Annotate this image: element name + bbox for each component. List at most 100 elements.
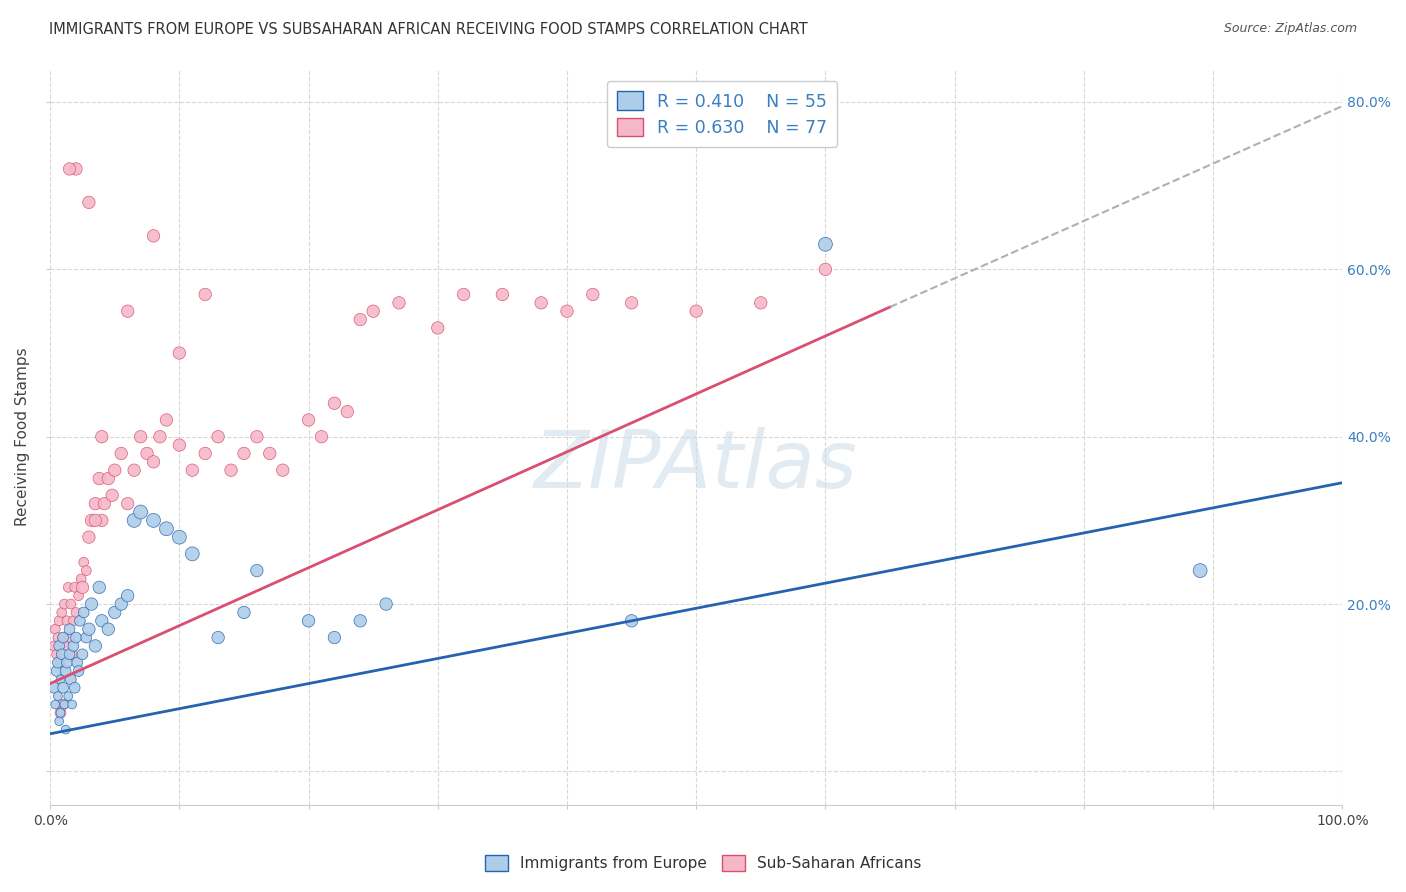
Point	[53, 597, 76, 611]
Y-axis label: Receiving Food Stamps: Receiving Food Stamps	[15, 347, 30, 526]
Point	[60, 698, 83, 712]
Point	[55, 664, 77, 678]
Point	[194, 446, 217, 460]
Point	[70, 572, 93, 586]
Point	[52, 631, 75, 645]
Point	[59, 673, 82, 687]
Point	[66, 656, 89, 670]
Point	[375, 597, 398, 611]
Point	[51, 648, 73, 662]
Point	[58, 689, 80, 703]
Point	[67, 589, 90, 603]
Point	[155, 522, 177, 536]
Point	[142, 513, 165, 527]
Point	[104, 463, 127, 477]
Point	[51, 606, 73, 620]
Point	[97, 622, 120, 636]
Point	[1189, 564, 1212, 578]
Point	[73, 555, 96, 569]
Point	[104, 606, 127, 620]
Point	[45, 648, 67, 662]
Point	[59, 597, 82, 611]
Point	[349, 312, 371, 326]
Point	[58, 631, 80, 645]
Point	[155, 413, 177, 427]
Point	[48, 639, 70, 653]
Text: ZIPAtlas: ZIPAtlas	[534, 427, 858, 505]
Point	[685, 304, 707, 318]
Point	[65, 606, 87, 620]
Point	[44, 698, 66, 712]
Point	[46, 631, 69, 645]
Point	[361, 304, 384, 318]
Point	[388, 295, 411, 310]
Point	[89, 471, 111, 485]
Point	[56, 656, 79, 670]
Legend: R = 0.410    N = 55, R = 0.630    N = 77: R = 0.410 N = 55, R = 0.630 N = 77	[606, 81, 838, 147]
Point	[207, 631, 229, 645]
Point	[75, 631, 97, 645]
Point	[80, 513, 103, 527]
Point	[122, 513, 145, 527]
Point	[181, 547, 204, 561]
Point	[297, 614, 319, 628]
Point	[63, 580, 86, 594]
Point	[582, 287, 605, 301]
Point	[117, 497, 139, 511]
Point	[336, 404, 359, 418]
Point	[246, 564, 269, 578]
Point	[181, 463, 204, 477]
Point	[233, 606, 256, 620]
Point	[84, 639, 107, 653]
Point	[63, 681, 86, 695]
Point	[297, 413, 319, 427]
Point	[55, 639, 77, 653]
Point	[77, 530, 100, 544]
Point	[169, 346, 191, 360]
Point	[194, 287, 217, 301]
Point	[207, 430, 229, 444]
Point	[67, 664, 90, 678]
Point	[77, 622, 100, 636]
Point	[45, 664, 67, 678]
Point	[58, 648, 80, 662]
Point	[73, 606, 96, 620]
Point	[530, 295, 553, 310]
Point	[48, 714, 70, 729]
Point	[453, 287, 475, 301]
Point	[65, 631, 87, 645]
Point	[44, 622, 66, 636]
Point	[75, 564, 97, 578]
Point	[491, 287, 513, 301]
Point	[110, 597, 132, 611]
Point	[52, 681, 75, 695]
Point	[129, 430, 152, 444]
Point	[56, 614, 79, 628]
Point	[90, 614, 112, 628]
Legend: Immigrants from Europe, Sub-Saharan Africans: Immigrants from Europe, Sub-Saharan Afri…	[478, 849, 928, 877]
Point	[42, 681, 65, 695]
Point	[69, 614, 91, 628]
Point	[49, 706, 72, 720]
Point	[90, 430, 112, 444]
Point	[426, 321, 449, 335]
Point	[65, 161, 87, 176]
Point	[620, 295, 643, 310]
Point	[142, 455, 165, 469]
Point	[49, 706, 72, 720]
Point	[77, 195, 100, 210]
Point	[749, 295, 772, 310]
Point	[311, 430, 333, 444]
Point	[219, 463, 242, 477]
Point	[169, 438, 191, 452]
Point	[142, 228, 165, 243]
Point	[58, 580, 80, 594]
Point	[90, 513, 112, 527]
Point	[814, 262, 837, 277]
Point	[84, 513, 107, 527]
Point	[110, 446, 132, 460]
Point	[72, 648, 94, 662]
Point	[58, 161, 80, 176]
Point	[49, 673, 72, 687]
Point	[58, 622, 80, 636]
